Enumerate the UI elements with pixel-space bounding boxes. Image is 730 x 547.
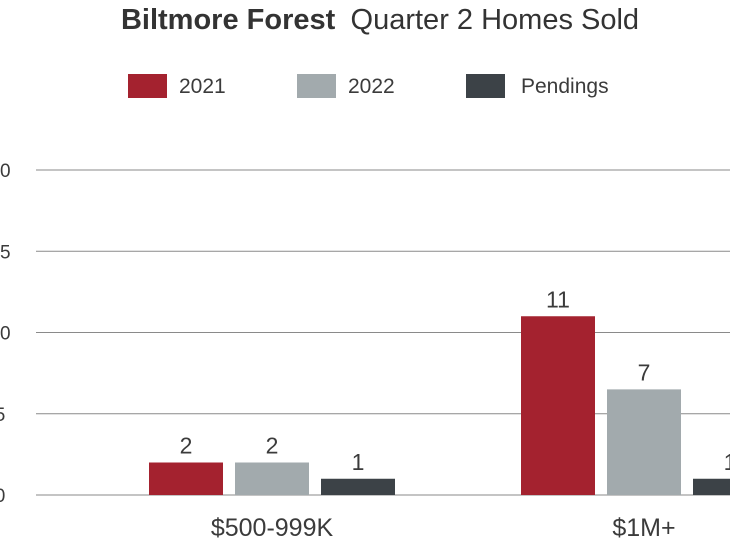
bar [607,389,681,495]
bar [235,462,309,495]
legend: 2021 2022 Pendings [128,74,609,98]
x-category-label: $1M+ [612,514,675,542]
legend-label: 2022 [348,75,395,98]
chart-title-bold: Biltmore Forest [121,4,336,36]
y-tick-label: 15 [0,242,11,263]
category-labels: $500-999K $1M+ [211,514,676,542]
legend-label: Pendings [521,75,609,98]
data-label: 2 [180,433,193,459]
y-tick-label: 10 [0,324,11,345]
chart-title: Biltmore Forest Quarter 2 Homes Sold [121,4,639,36]
y-tick-label: 0 [0,486,5,507]
data-label: 11 [546,286,570,312]
value-labels: 2211171 [180,286,730,475]
bar [149,462,223,495]
legend-swatch [466,74,505,98]
y-tick-label: 5 [0,405,5,426]
data-label: 1 [352,449,365,475]
data-label: 7 [638,359,651,385]
legend-swatch [128,74,167,98]
chart-title-rest: Quarter 2 Homes Sold [351,4,640,36]
bar [693,478,730,495]
data-label: 2 [266,433,279,459]
bar [321,478,395,495]
bar [521,316,595,495]
legend-swatch [297,74,336,98]
legend-label: 2021 [179,75,226,98]
data-label: 1 [724,449,730,475]
bars [149,316,730,495]
x-category-label: $500-999K [211,514,334,542]
y-tick-label: 20 [0,161,11,182]
